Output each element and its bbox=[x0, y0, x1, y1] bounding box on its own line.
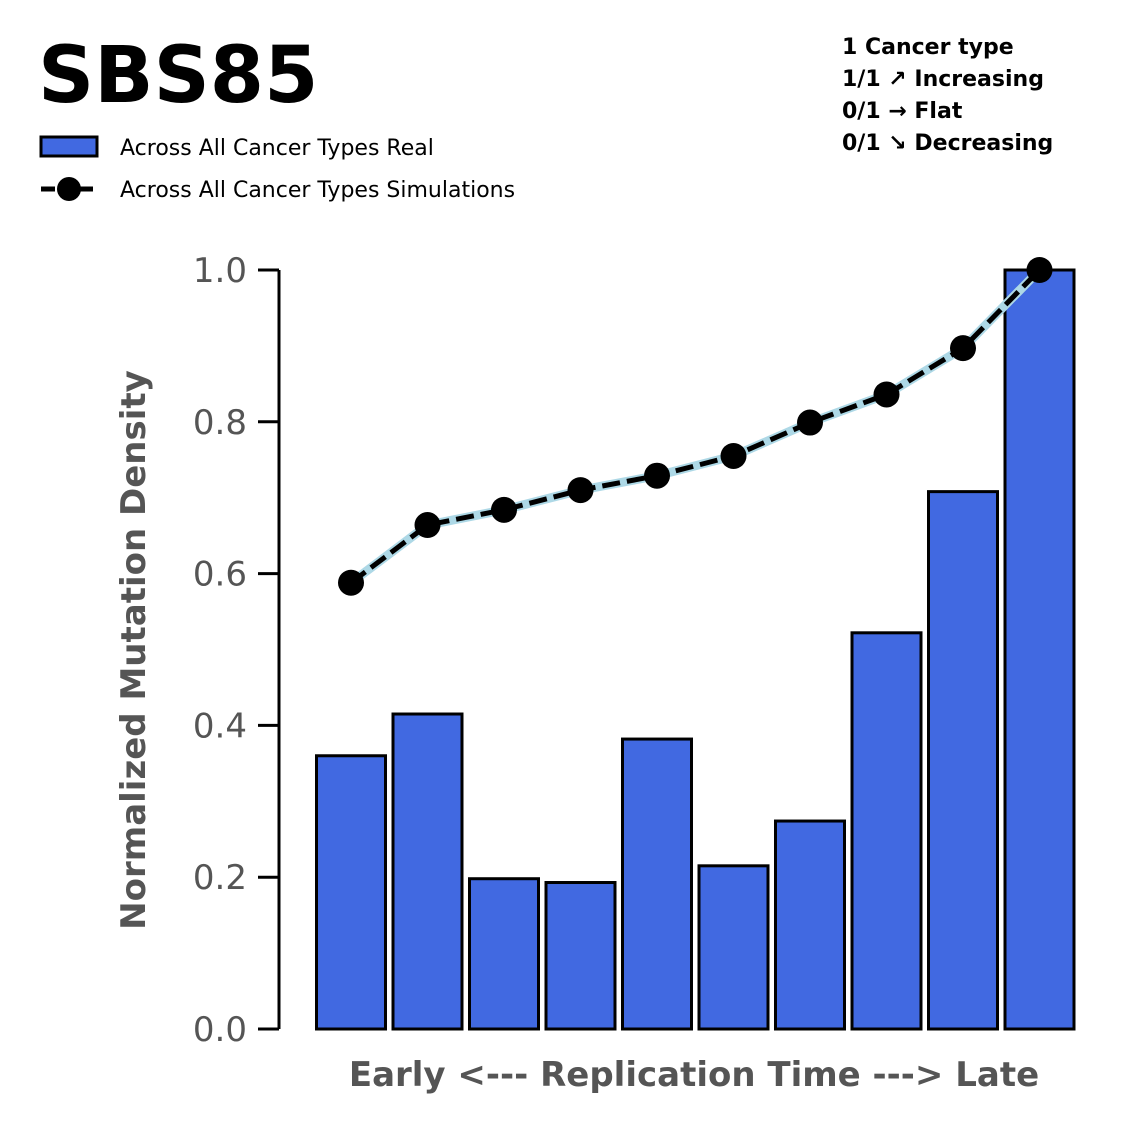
y-tick-label: 1.0 bbox=[193, 251, 247, 291]
bar-10 bbox=[1003, 268, 1076, 1031]
bar-4 bbox=[544, 881, 617, 1031]
simulation-point-2 bbox=[414, 512, 441, 539]
simulation-line-path bbox=[349, 268, 1042, 585]
simulation-line bbox=[338, 257, 1053, 596]
y-axis-label: Normalized Mutation Density bbox=[114, 370, 154, 930]
x-axis-label: Early <--- Replication Time ---> Late bbox=[349, 1055, 1039, 1095]
chart-title: SBS85 bbox=[38, 31, 318, 121]
y-tick-label: 0.4 bbox=[193, 706, 247, 746]
stats-flat: 0/1 → Flat bbox=[842, 99, 963, 124]
legend: Across All Cancer Types Real Across All … bbox=[39, 135, 515, 203]
bar-1 bbox=[315, 754, 387, 1031]
legend-real-label: Across All Cancer Types Real bbox=[120, 136, 434, 161]
bar-6 bbox=[697, 864, 770, 1031]
simulation-point-8 bbox=[873, 381, 900, 408]
simulation-point-7 bbox=[797, 409, 823, 436]
simulation-point-4 bbox=[567, 477, 594, 504]
legend-real-swatch bbox=[39, 135, 99, 158]
legend-simulations-marker bbox=[57, 177, 81, 201]
simulation-point-3 bbox=[491, 496, 517, 523]
simulation-point-6 bbox=[720, 442, 747, 469]
y-tick-label: 0.6 bbox=[193, 555, 247, 595]
bar-7 bbox=[774, 819, 846, 1031]
simulation-point-10 bbox=[1026, 257, 1053, 283]
y-axis: 0.0 0.2 0.4 0.6 0.8 1.0 bbox=[193, 251, 281, 1050]
simulation-point-9 bbox=[950, 335, 976, 362]
stats-decreasing: 0/1 ↘ Decreasing bbox=[842, 131, 1053, 156]
simulation-point-1 bbox=[338, 569, 364, 596]
y-tick-label: 0.2 bbox=[193, 858, 247, 898]
bar-8 bbox=[850, 631, 923, 1031]
bar-5 bbox=[621, 737, 693, 1031]
stats-cancer-type-count: 1 Cancer type bbox=[842, 35, 1014, 60]
bars bbox=[315, 268, 1076, 1031]
bar-9 bbox=[927, 490, 999, 1031]
legend-simulations-label: Across All Cancer Types Simulations bbox=[120, 178, 515, 203]
y-tick-label: 0.8 bbox=[193, 403, 247, 443]
bar-3 bbox=[468, 877, 540, 1031]
stats-increasing: 1/1 ↗ Increasing bbox=[842, 67, 1044, 92]
simulation-point-5 bbox=[644, 462, 670, 489]
bar-2 bbox=[391, 712, 464, 1031]
trend-stats: 1 Cancer type 1/1 ↗ Increasing 0/1 → Fla… bbox=[842, 35, 1053, 156]
y-tick-label: 0.0 bbox=[193, 1010, 247, 1050]
